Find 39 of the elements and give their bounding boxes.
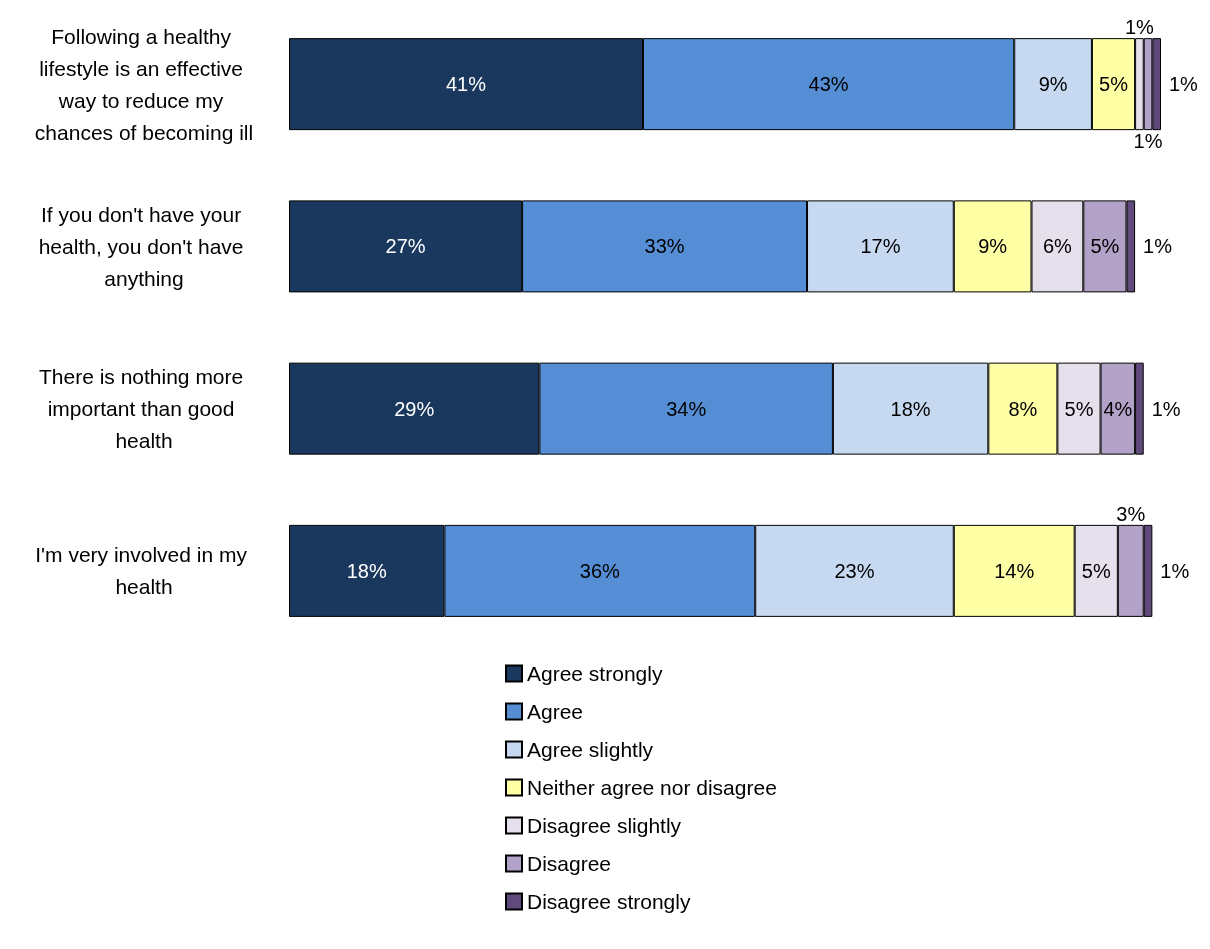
legend-label: Agree strongly: [527, 662, 663, 685]
y-tick-label: Following a healthy lifestyle is an effective way to reduce my chances of becoming ill: [34, 24, 254, 144]
legend-label: Agree: [527, 700, 584, 723]
data-label: 18%: [890, 397, 931, 420]
data-label: 1%: [1133, 130, 1163, 153]
data-label: 17%: [860, 235, 901, 258]
legend-label: Neither agree nor disagree: [527, 776, 777, 799]
y-tick-label: If you don't have your health, you don't have anything: [38, 202, 250, 290]
legend-label: Agree slightly: [527, 738, 654, 761]
y-tick-label: There is nothing more important than good health: [38, 365, 250, 453]
data-label: 1%: [1160, 559, 1190, 582]
y-tick-label: I'm very involved in my health: [35, 543, 253, 599]
legend-label: Disagree: [527, 852, 612, 875]
data-label: 4%: [1103, 397, 1133, 420]
data-label: 27%: [385, 235, 426, 258]
data-label: 6%: [1042, 235, 1073, 258]
data-label: 18%: [346, 559, 387, 582]
data-label: 9%: [1038, 73, 1068, 96]
data-label: 23%: [834, 559, 875, 582]
data-label: 1%: [1124, 16, 1155, 39]
data-label: 14%: [994, 559, 1035, 582]
data-label: 34%: [666, 397, 707, 420]
data-label: 3%: [1116, 502, 1146, 525]
legend-label: Disagree slightly: [527, 814, 682, 837]
data-label: 1%: [1143, 235, 1173, 258]
data-label: 8%: [1008, 397, 1038, 420]
data-label: 29%: [394, 397, 435, 420]
data-label: 41%: [445, 73, 487, 96]
data-label: 33%: [644, 235, 685, 258]
data-label: 1%: [1151, 397, 1181, 420]
data-label: 9%: [978, 235, 1008, 258]
data-label: 5%: [1090, 235, 1120, 258]
data-label: 1%: [1169, 73, 1199, 96]
data-label: 5%: [1099, 73, 1129, 96]
data-label: 43%: [808, 73, 849, 96]
data-label: 5%: [1064, 397, 1094, 420]
legend-label: Disagree strongly: [527, 890, 691, 913]
data-label: 36%: [579, 559, 621, 582]
data-label: 5%: [1081, 559, 1111, 582]
